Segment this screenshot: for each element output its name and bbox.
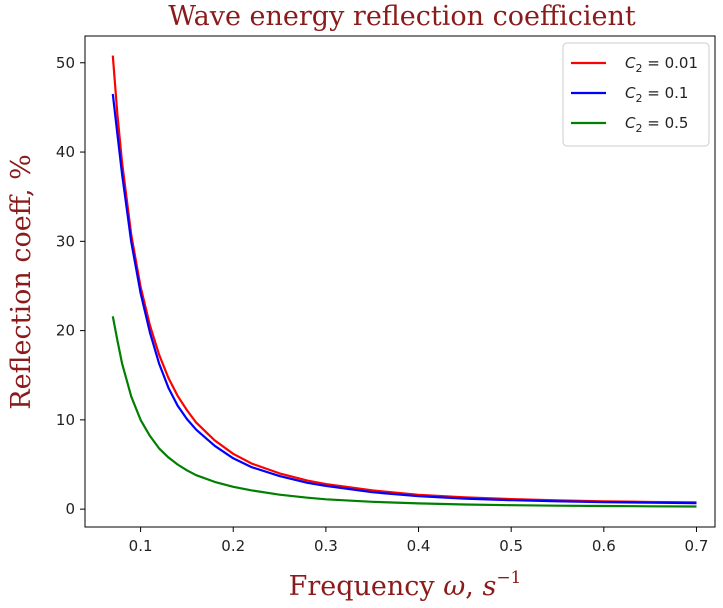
y-axis-label: Reflection coeff, % (6, 154, 37, 410)
x-axis-label-symbol: ω (443, 571, 465, 602)
y-tick-label: 40 (56, 143, 75, 161)
y-tick-label: 20 (56, 322, 75, 340)
y-tick-label: 0 (65, 500, 75, 518)
y-axis: 0 10 20 30 40 50 (56, 54, 85, 518)
y-tick-label: 10 (56, 411, 75, 429)
x-axis-label-unit: s (482, 571, 496, 602)
x-tick-label: 0.5 (499, 537, 523, 555)
series-line-1 (111, 93, 697, 505)
y-tick-label: 30 (56, 232, 75, 250)
legend: C2 = 0.01 C2 = 0.1 C2 = 0.5 (562, 42, 710, 147)
legend-label: C2 = 0.1 (625, 84, 688, 105)
legend-label: C2 = 0.5 (625, 114, 688, 135)
legend-box (562, 42, 710, 147)
chart-title: Wave energy reflection coefficient (168, 1, 636, 32)
x-tick-label: 0.3 (314, 537, 338, 555)
plot-frame (84, 35, 716, 528)
legend-label: C2 = 0.01 (625, 54, 698, 75)
x-axis-label-text: Frequency (289, 571, 444, 602)
series-line-2 (111, 316, 697, 508)
x-tick-label: 0.1 (129, 537, 153, 555)
x-tick-label: 0.4 (407, 537, 431, 555)
x-axis-label: Frequency ω, s−1 (289, 568, 522, 602)
y-tick-label: 50 (56, 54, 75, 72)
series-layer (111, 55, 697, 508)
x-axis-label-exponent: −1 (496, 568, 521, 588)
x-tick-label: 0.6 (592, 537, 616, 555)
x-tick-label: 0.2 (221, 537, 245, 555)
x-tick-label: 0.7 (685, 537, 709, 555)
x-axis: 0.1 0.2 0.3 0.4 0.5 0.6 0.7 (129, 527, 709, 555)
